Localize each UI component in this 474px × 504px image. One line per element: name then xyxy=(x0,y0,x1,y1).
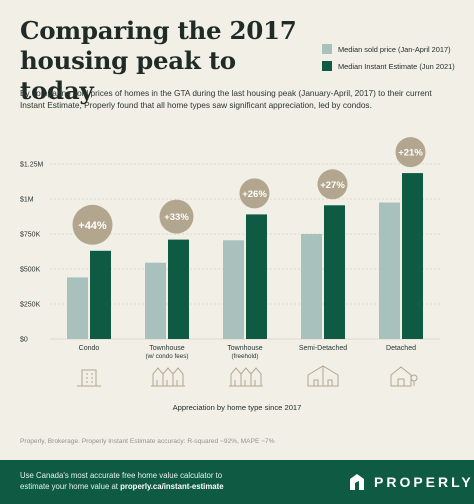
brand-logo[interactable]: PROPERLY xyxy=(348,473,474,491)
y-tick-label: $250K xyxy=(20,302,41,309)
appreciation-badge xyxy=(317,169,348,200)
legend-item-sold: Median sold price (Jan-April 2017) xyxy=(322,44,455,54)
appreciation-label: +21% xyxy=(398,148,423,159)
footer-cta-line2: estimate your home value at properly.ca/… xyxy=(20,482,260,493)
x-tick-label: Townhouse xyxy=(149,345,185,352)
townhouse-rowhouse-icon-shape xyxy=(151,367,185,387)
y-tick-label: $1M xyxy=(20,197,34,204)
y-tick-label: $750K xyxy=(20,232,41,239)
footer-cta: Use Canada's most accurate free home val… xyxy=(20,471,260,492)
townhouse-freehold-icon xyxy=(229,367,263,387)
legend-label-estimate: Median Instant Estimate (Jun 2021) xyxy=(338,61,455,71)
bar-sold xyxy=(223,240,244,339)
bar-estimate xyxy=(168,239,189,339)
intro-paragraph: By comparing sold prices of homes in the… xyxy=(20,88,432,110)
legend-item-estimate: Median Instant Estimate (Jun 2021) xyxy=(322,61,455,71)
properly-logo-icon xyxy=(350,474,364,490)
footer-cta-line1: Use Canada's most accurate free home val… xyxy=(20,471,223,480)
x-tick-label: Townhouse xyxy=(227,345,263,352)
appreciation-badge xyxy=(72,204,113,245)
bar-estimate xyxy=(324,205,345,339)
appreciation-label: +26% xyxy=(242,189,267,200)
x-tick-label: (freehold) xyxy=(232,353,259,360)
condo-building-icon-shape xyxy=(77,369,101,387)
semi-detached-house-icon-shape xyxy=(307,365,339,387)
appreciation-label: +33% xyxy=(164,212,189,223)
x-tick-label: (w/ condo fees) xyxy=(145,353,188,360)
appreciation-badge xyxy=(159,199,194,234)
legend-label-sold: Median sold price (Jan-April 2017) xyxy=(338,44,451,54)
appreciation-badge xyxy=(239,178,270,209)
townhouse-rowhouse-icon xyxy=(151,367,185,387)
bar-sold xyxy=(301,234,322,339)
brand-name: PROPERLY xyxy=(374,474,474,490)
detached-house-icon-shape xyxy=(390,366,418,387)
x-tick-label: Condo xyxy=(79,345,100,352)
semi-detached-house-icon xyxy=(307,365,339,387)
instant-estimate-link[interactable]: properly.ca/instant-estimate xyxy=(120,481,224,491)
x-tick-label: Semi-Detached xyxy=(299,345,347,352)
bar-estimate xyxy=(90,250,111,339)
townhouse-freehold-icon-shape xyxy=(229,367,263,387)
footer-banner: Use Canada's most accurate free home val… xyxy=(0,460,474,504)
chart-legend: Median sold price (Jan-April 2017) Media… xyxy=(322,44,455,78)
bar-sold xyxy=(379,202,400,339)
bar-chart: $0 $250K $500K $750K $1M $1.25M +44% Condo +33% T… xyxy=(20,137,440,412)
bar-sold xyxy=(67,277,88,339)
x-tick-label: Detached xyxy=(386,345,416,352)
condo-building-icon xyxy=(77,369,101,387)
appreciation-badge xyxy=(395,137,426,168)
appreciation-label: +27% xyxy=(320,180,345,191)
icons-caption: Appreciation by home type since 2017 xyxy=(173,403,302,412)
y-tick-label: $0 xyxy=(20,337,28,344)
bar-sold xyxy=(145,262,166,339)
appreciation-label: +44% xyxy=(78,220,107,232)
footer-cta-prefix: estimate your home value at xyxy=(20,481,121,491)
legend-swatch-sold xyxy=(322,44,332,54)
y-tick-label: $500K xyxy=(20,267,41,274)
y-tick-label: $1.25M xyxy=(20,162,44,169)
detached-house-icon xyxy=(390,366,418,387)
bar-estimate xyxy=(402,173,423,339)
bar-estimate xyxy=(246,214,267,339)
page-title: Comparing the 2017 housing peak to today xyxy=(20,16,297,105)
source-footnote: Properly, Brokerage. Properly Instant Es… xyxy=(20,438,275,445)
legend-swatch-estimate xyxy=(322,61,332,71)
